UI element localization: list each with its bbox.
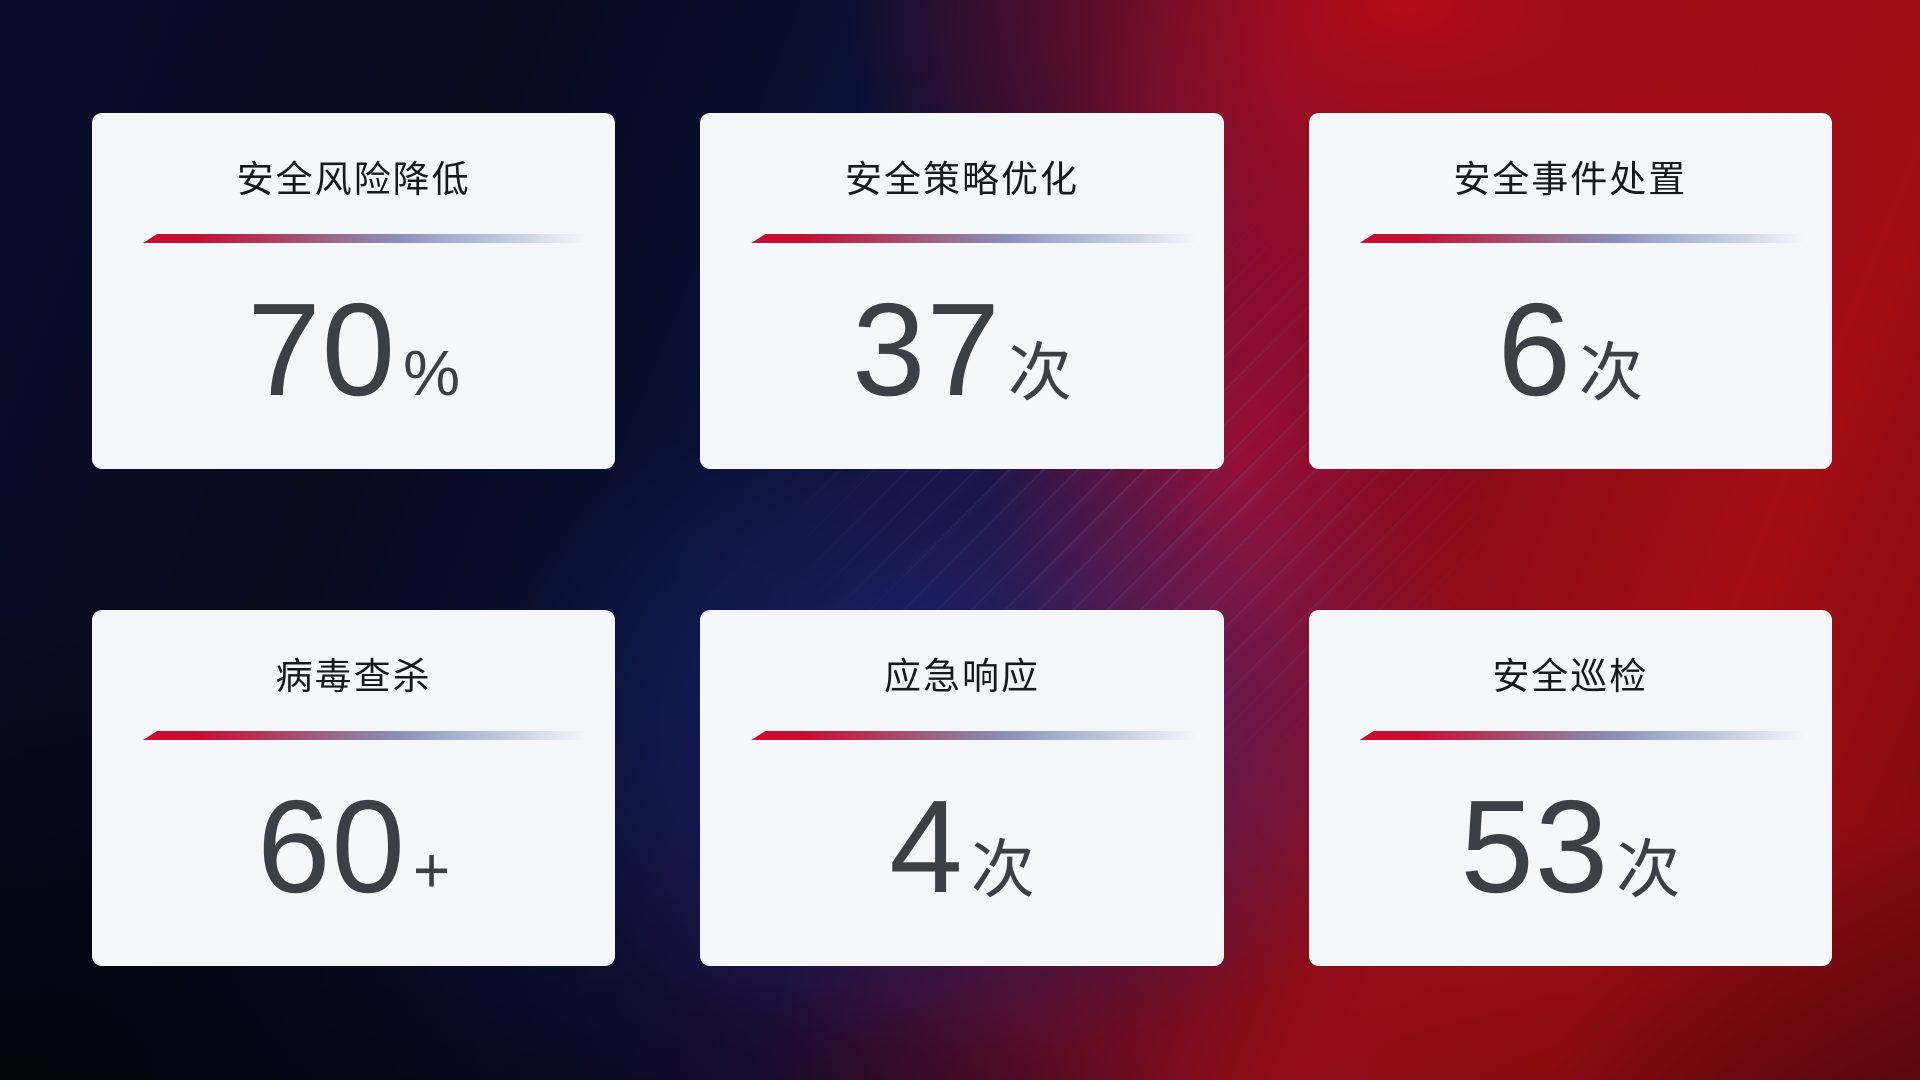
stat-suffix: 次	[1579, 337, 1644, 409]
stat-number: 53 次	[1323, 781, 1818, 953]
accent-divider	[143, 234, 588, 243]
card-title: 安全事件处置	[1453, 159, 1688, 200]
stat-value: 6	[1497, 276, 1573, 423]
stat-value: 53	[1460, 773, 1610, 920]
stat-number: 60 +	[106, 781, 601, 953]
accent-divider	[751, 731, 1196, 740]
stat-value: 70	[247, 276, 397, 423]
card-title: 安全巡检	[1492, 656, 1649, 697]
card-title: 安全策略优化	[844, 159, 1079, 200]
stat-suffix: 次	[970, 834, 1035, 906]
accent-divider	[751, 234, 1196, 243]
card-title: 应急响应	[883, 656, 1040, 697]
stat-card-security-inspection: 安全巡检 53 次	[1308, 610, 1832, 966]
stat-value: 4	[889, 773, 964, 920]
stat-card-risk-reduction: 安全风险降低 70%	[92, 113, 616, 469]
stat-suffix: 次	[1007, 337, 1072, 409]
stat-suffix: 次	[1616, 834, 1681, 906]
stat-card-policy-optimization: 安全策略优化 37 次	[700, 113, 1224, 469]
accent-divider	[1359, 234, 1804, 243]
stat-value: 60	[257, 773, 406, 920]
stat-number: 37 次	[714, 284, 1209, 456]
stat-card-virus-scan: 病毒查杀 60 +	[92, 610, 616, 966]
stat-suffix: %	[403, 337, 461, 409]
card-title: 病毒查杀	[275, 656, 432, 697]
card-title: 安全风险降低	[236, 159, 471, 200]
stat-suffix: +	[412, 834, 451, 906]
accent-divider	[143, 731, 588, 740]
stat-number: 70%	[106, 284, 601, 456]
accent-divider	[1359, 731, 1804, 740]
stat-value: 37	[852, 276, 1001, 423]
